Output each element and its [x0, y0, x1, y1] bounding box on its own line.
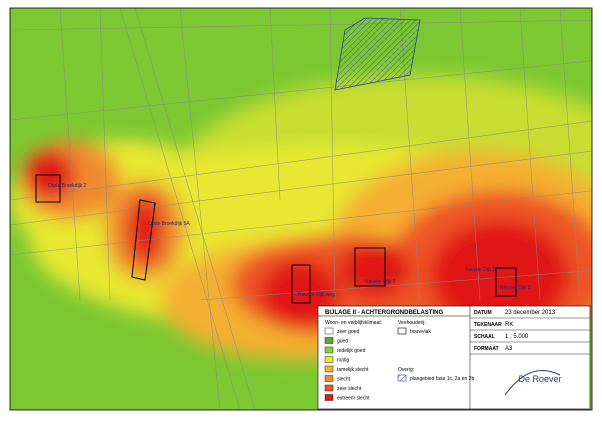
legend-item: matig: [337, 358, 349, 364]
plan-area: [334, 17, 421, 91]
legend-swatch: [324, 394, 334, 401]
info-key: DATUM: [474, 310, 492, 316]
info-key: FORMAAT: [474, 346, 499, 352]
info-value: 1 : 5.000: [505, 334, 529, 340]
legend-item: tamelijk slecht: [337, 367, 369, 373]
map-label: Oude Broekdijk 2: [48, 183, 87, 189]
map-label: Nieuwe Dijk 8: [465, 267, 496, 273]
climate-list: zeer goed goed redelijk goed matig tamelijk …: [324, 327, 370, 402]
legend-item: bouwvlak: [410, 329, 431, 335]
legend-item: plangebied fase 1c, 2a en 2b: [410, 376, 474, 382]
legend-swatch: [324, 365, 334, 373]
map-labels: Oude Broekdijk 2 Oude Broekdijk 5A Nieuw…: [48, 183, 531, 298]
legend-swatch: [324, 337, 334, 344]
building-plots: [35, 174, 517, 304]
legend-swatch: [324, 327, 334, 335]
info-value: RK: [505, 322, 513, 328]
info-value: 23 december 2013: [505, 310, 556, 316]
legend-title: BIJLAGE II - ACHTERGRONDBELASTING: [325, 310, 443, 316]
legend-item: zeer goed: [337, 329, 359, 335]
legend-swatch: [324, 384, 334, 392]
legend-item: extreem slecht: [337, 396, 370, 402]
info-key: TEKENAAR: [474, 322, 502, 328]
map-label: Oude Broekdijk 5A: [148, 221, 190, 227]
logo: De Roever: [518, 374, 561, 384]
road-network: [10, 8, 592, 410]
legend-panel: BIJLAGE II - ACHTERGRONDBELASTING Woon- …: [317, 305, 591, 410]
legend-item: goed: [337, 339, 348, 345]
legend-item: redelijk goed: [337, 348, 366, 354]
legend-item: slecht: [337, 377, 351, 383]
map-label: Nieuwe Dijk 9: [500, 285, 531, 291]
info-key: SCHAAL: [474, 334, 495, 340]
map-label: Nieuwe Dijk weg: [298, 292, 335, 298]
map-label: Nieuwe Dijk 6: [365, 279, 396, 285]
legend-swatch: [324, 356, 334, 363]
legend-swatch: [324, 346, 334, 354]
legend-swatch: [324, 375, 334, 382]
legend-heading: Veehouderij:: [398, 320, 426, 326]
legend-heading: Woon- en verblijfsklimaat:: [325, 320, 382, 326]
info-value: A3: [505, 346, 513, 352]
legend-heading: Overig:: [398, 367, 414, 373]
legend-item: zeer slecht: [337, 386, 362, 392]
